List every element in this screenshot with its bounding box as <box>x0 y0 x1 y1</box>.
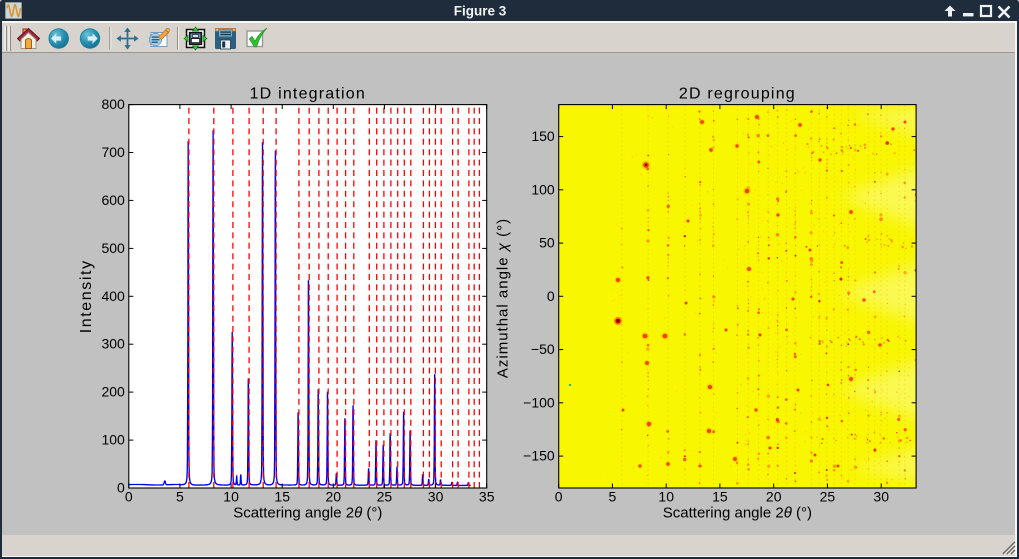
svg-text:150: 150 <box>531 128 555 144</box>
svg-text:50: 50 <box>539 235 555 251</box>
svg-text:Figure 3: Figure 3 <box>454 4 507 19</box>
svg-text:5: 5 <box>176 489 184 505</box>
svg-text:Intensity: Intensity <box>78 259 95 333</box>
svg-text:10: 10 <box>658 489 674 505</box>
svg-text:−150: −150 <box>523 448 555 464</box>
svg-text:2D regrouping: 2D regrouping <box>679 86 796 103</box>
svg-text:800: 800 <box>101 96 125 112</box>
svg-text:25: 25 <box>820 489 836 505</box>
svg-text:20: 20 <box>326 489 342 505</box>
svg-text:−50: −50 <box>531 341 555 357</box>
svg-text:5: 5 <box>609 489 617 505</box>
svg-text:30: 30 <box>428 489 444 505</box>
svg-text:10: 10 <box>223 489 239 505</box>
svg-text:15: 15 <box>274 489 290 505</box>
svg-text:Scattering angle 2θ (°): Scattering angle 2θ (°) <box>663 505 812 522</box>
svg-text:−100: −100 <box>523 394 555 410</box>
svg-text:0: 0 <box>117 480 125 496</box>
svg-text:15: 15 <box>712 489 728 505</box>
svg-text:1D integration: 1D integration <box>250 86 366 103</box>
svg-text:Scattering angle 2θ (°): Scattering angle 2θ (°) <box>233 505 382 522</box>
svg-text:600: 600 <box>101 192 125 208</box>
svg-text:500: 500 <box>101 240 125 256</box>
svg-text:25: 25 <box>377 489 393 505</box>
svg-text:20: 20 <box>766 489 782 505</box>
svg-text:100: 100 <box>531 181 555 197</box>
svg-text:300: 300 <box>101 336 125 352</box>
svg-text:200: 200 <box>101 384 125 400</box>
svg-text:0: 0 <box>125 489 133 505</box>
svg-text:400: 400 <box>101 288 125 304</box>
svg-text:700: 700 <box>101 144 125 160</box>
svg-text:0: 0 <box>555 489 563 505</box>
svg-text:35: 35 <box>479 489 495 505</box>
svg-text:0: 0 <box>547 288 555 304</box>
svg-text:100: 100 <box>101 432 125 448</box>
svg-text:30: 30 <box>873 489 889 505</box>
svg-text:Azimuthal angle χ (°): Azimuthal angle χ (°) <box>495 218 512 378</box>
